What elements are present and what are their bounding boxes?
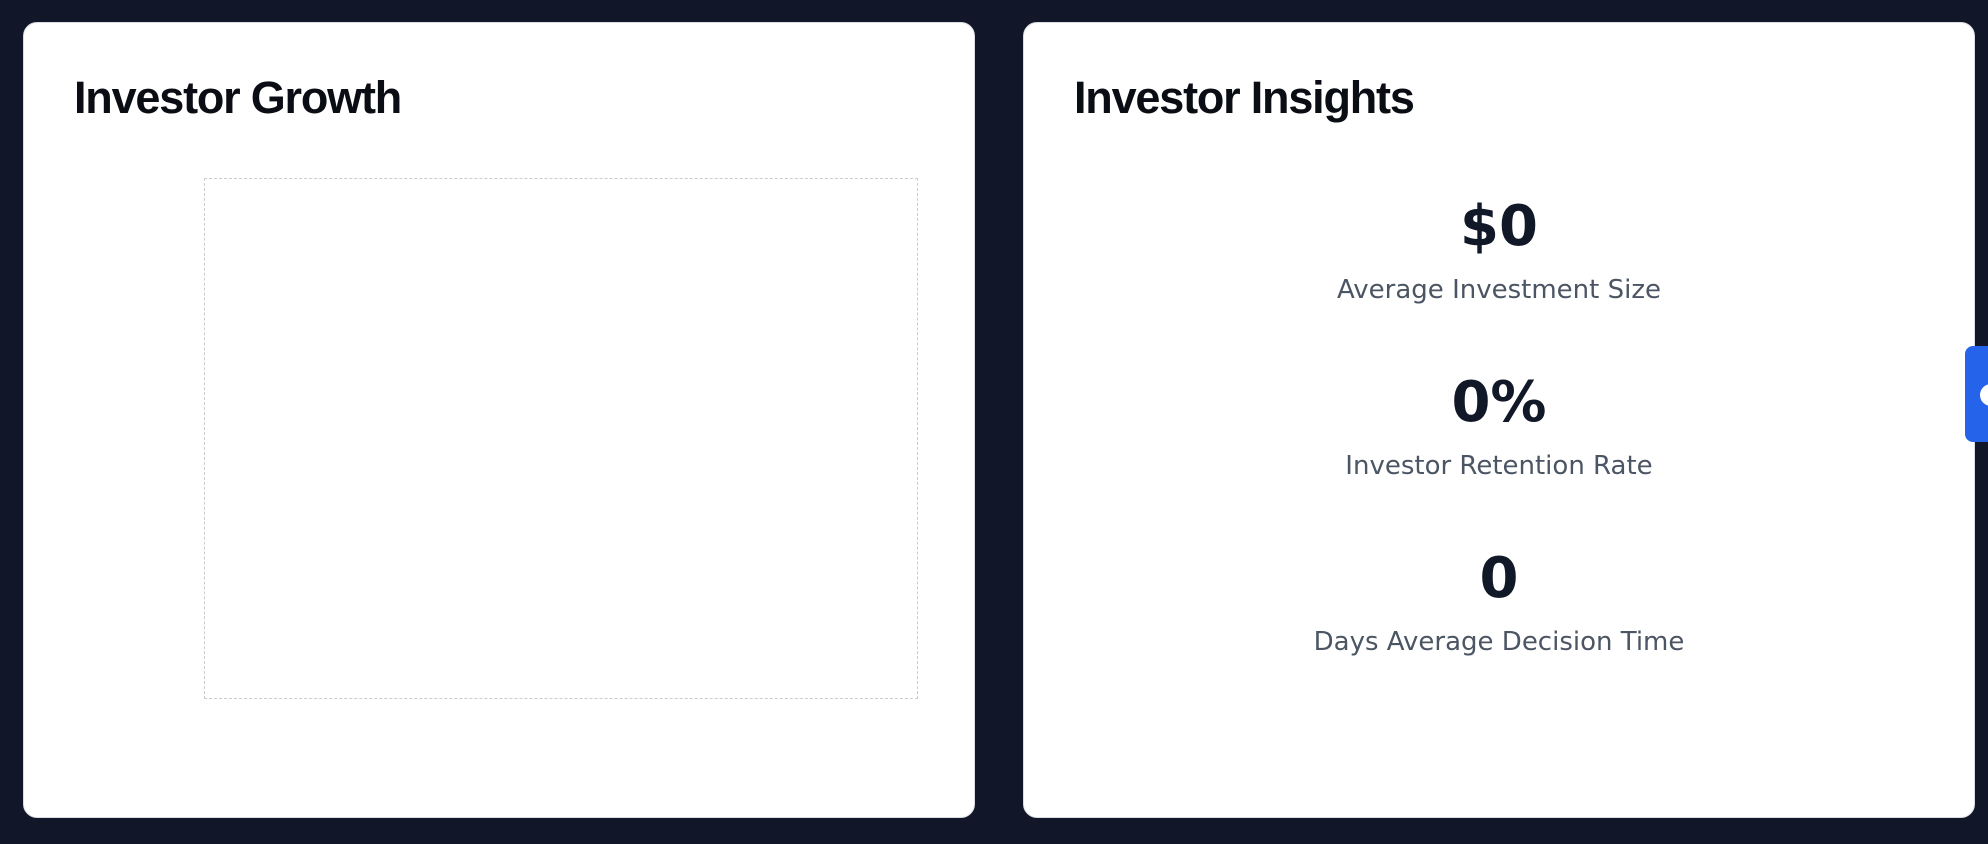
metric-value: 0	[1479, 546, 1519, 611]
growth-chart-placeholder	[204, 178, 918, 699]
metric-average-investment-size: $0 Average Investment Size	[1337, 191, 1661, 367]
chat-bubble-icon	[1980, 384, 1988, 406]
metric-value: 0%	[1451, 370, 1547, 435]
metric-investor-retention-rate: 0% Investor Retention Rate	[1345, 367, 1652, 543]
metric-days-average-decision-time: 0 Days Average Decision Time	[1314, 543, 1685, 719]
metric-label: Days Average Decision Time	[1313, 627, 1685, 657]
investor-insights-card: Investor Insights $0 Average Investment …	[1023, 22, 1975, 818]
investor-insights-title: Investor Insights	[1074, 72, 1415, 123]
insights-metrics: $0 Average Investment Size 0% Investor R…	[1024, 191, 1974, 719]
metric-label: Average Investment Size	[1337, 275, 1661, 305]
side-chat-tab-button[interactable]	[1965, 346, 1988, 442]
investor-growth-card: Investor Growth	[23, 22, 975, 818]
investor-growth-title: Investor Growth	[74, 72, 402, 123]
metric-value: $0	[1460, 194, 1538, 259]
metric-label: Investor Retention Rate	[1345, 451, 1653, 481]
